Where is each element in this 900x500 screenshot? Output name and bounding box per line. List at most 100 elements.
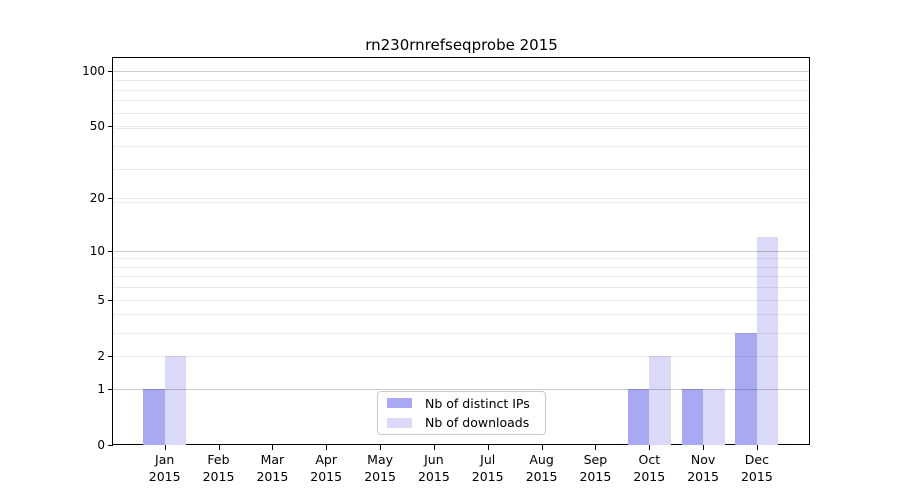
x-tick-label-line: Apr [315,452,337,467]
x-tick-mark [487,445,489,450]
minor-gridline [113,100,810,102]
y-tick-mark [108,299,113,301]
y-tick-mark [108,198,113,199]
minor-gridline [113,258,810,260]
x-tick-label-line: Aug [529,452,554,467]
x-tick-label-line: 2015 [525,469,558,484]
x-tick-label: Apr 2015 [296,451,356,485]
legend-item-downloads: Nb of downloads [386,415,537,432]
x-tick-label-line: Feb [207,452,230,467]
bar-downloads-month-0 [164,355,187,445]
x-tick-label-line: 2015 [148,469,181,484]
x-tick-label: Nov 2015 [673,451,733,485]
x-tick-label: Dec 2015 [727,451,787,485]
x-tick-label-line: 2015 [417,469,450,484]
y-tick-mark [108,126,113,127]
y-tick-label: 50 [89,119,105,133]
bar-distinct-ips-month-11 [735,332,757,445]
x-tick-label: Aug 2015 [512,451,572,485]
y-tick-mark [108,355,113,357]
x-tick-mark [380,445,382,450]
x-tick-mark [703,445,705,450]
x-tick-mark [326,445,328,450]
minor-gridline [113,126,810,127]
minor-gridline [113,287,810,289]
major-gridline [113,388,810,390]
x-tick-label-line: May [367,452,394,467]
bar-distinct-ips-month-0 [143,388,165,445]
x-tick-label-line: Dec [744,452,769,467]
x-tick-mark [218,445,220,450]
x-tick-label-line: 2015 [471,469,504,484]
y-tick-mark [108,388,113,390]
x-tick-label-line: 2015 [310,469,343,484]
x-tick-mark [272,445,274,450]
minor-gridline [113,112,810,114]
bar-downloads-month-10 [703,388,725,445]
x-tick-label-line: Jul [480,452,496,467]
legend-swatch-distinct-ips [387,398,412,409]
x-tick-label-line: Sep [583,452,608,467]
y-tick-label: 20 [89,191,105,205]
legend-swatch-downloads [387,417,412,428]
minor-gridline [113,355,810,357]
x-tick-label: Mar 2015 [242,451,302,485]
x-tick-label: Sep 2015 [565,451,625,485]
major-gridline [113,70,810,72]
y-tick-label: 0 [97,438,105,452]
x-tick-label: Jun 2015 [404,451,464,485]
x-tick-label-line: 2015 [687,469,719,484]
minor-gridline [113,299,810,301]
y-tick-label: 100 [82,63,105,78]
x-tick-label-line: 2015 [579,469,612,484]
y-tick-label: 1 [97,381,105,396]
x-tick-label-line: Jun [424,452,444,467]
minor-gridline [113,169,810,171]
minor-gridline [113,79,810,81]
x-tick-mark [756,445,758,450]
x-tick-label-line: Nov [690,452,716,467]
x-tick-label-line: Mar [260,452,285,467]
x-tick-mark [164,445,166,450]
major-gridline [113,250,810,252]
x-tick-label-line: 2015 [256,469,289,484]
x-tick-mark [649,445,651,450]
y-tick-label: 2 [97,348,105,363]
x-tick-label: Jan 2015 [135,451,195,485]
minor-gridline [113,276,810,278]
x-tick-label: Oct 2015 [619,451,679,485]
x-tick-label-line: 2015 [740,469,773,484]
y-tick-mark [108,445,113,446]
x-tick-label: May 2015 [350,451,410,485]
legend-item-distinct-ips: Nb of distinct IPs [386,395,537,412]
y-tick-label: 10 [89,243,105,258]
x-tick-label-line: Oct [638,452,661,467]
legend-label-downloads: Nb of downloads [425,415,530,431]
minor-gridline [113,332,810,334]
legend: Nb of distinct IPs Nb of downloads [377,391,546,435]
x-tick-label-line: Jan [155,452,175,467]
minor-gridline [113,198,810,199]
chart-title: rn230rnrefseqprobe 2015 [365,36,558,54]
minor-gridline [113,202,810,203]
x-tick-mark [433,445,435,450]
x-tick-label-line: 2015 [364,469,396,484]
y-tick-mark [108,70,113,72]
bar-distinct-ips-month-10 [681,388,704,445]
minor-gridline [113,314,810,316]
x-tick-label: Jul 2015 [458,451,518,485]
bar-downloads-month-11 [756,236,779,445]
minor-gridline [113,89,810,91]
y-tick-label: 5 [97,292,105,307]
bar-downloads-month-9 [649,355,671,445]
x-tick-label-line: 2015 [202,469,235,484]
y-tick-mark [108,250,113,252]
x-tick-label: Feb 2015 [189,451,249,485]
minor-gridline [113,127,810,129]
x-tick-mark [541,445,543,450]
minor-gridline [113,266,810,268]
legend-label-distinct-ips: Nb of distinct IPs [425,395,530,411]
x-tick-mark [595,445,597,450]
bar-distinct-ips-month-9 [627,388,650,445]
